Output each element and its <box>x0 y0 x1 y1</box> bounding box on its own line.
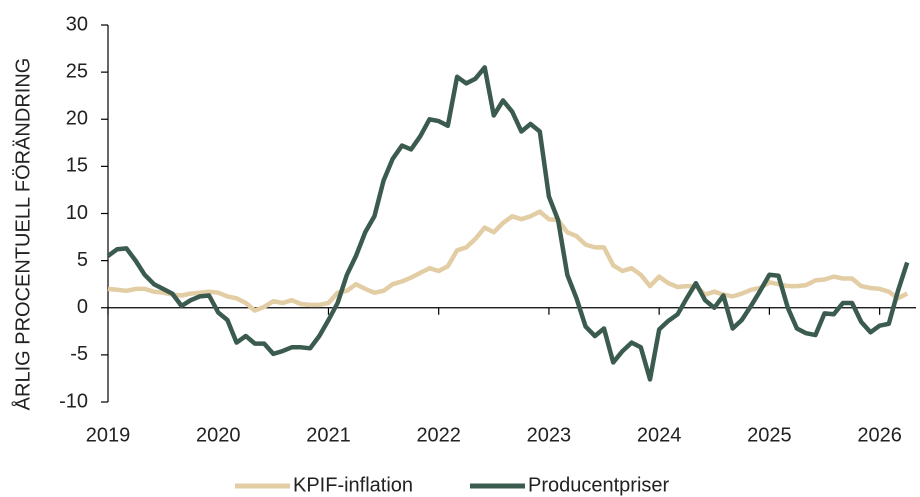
legend-label: KPIF-inflation <box>293 474 413 496</box>
y-tick-label: -5 <box>70 343 88 365</box>
legend-label: Producentpriser <box>528 474 670 496</box>
y-tick-label: 15 <box>66 155 88 177</box>
y-tick-label: 0 <box>77 296 88 318</box>
y-tick-label: 10 <box>66 202 88 224</box>
y-tick-label: 25 <box>66 60 88 82</box>
y-axis-label: ÅRLIG PROCENTUELL FÖRÄNDRING <box>11 58 34 411</box>
x-tick-label: 2021 <box>306 424 351 446</box>
series-line <box>106 65 910 382</box>
series-line <box>107 209 909 313</box>
x-tick-label: 2026 <box>857 424 902 446</box>
x-tick-label: 2023 <box>527 424 572 446</box>
y-tick-label: 5 <box>77 249 88 271</box>
y-tick-label: -10 <box>59 390 88 412</box>
x-tick-label: 2022 <box>416 424 461 446</box>
x-tick-label: 2025 <box>747 424 792 446</box>
x-tick-label: 2024 <box>637 424 682 446</box>
x-tick-label: 2019 <box>86 424 131 446</box>
x-tick-label: 2020 <box>196 424 241 446</box>
y-tick-label: 20 <box>66 108 88 130</box>
y-tick-label: 30 <box>66 13 88 35</box>
